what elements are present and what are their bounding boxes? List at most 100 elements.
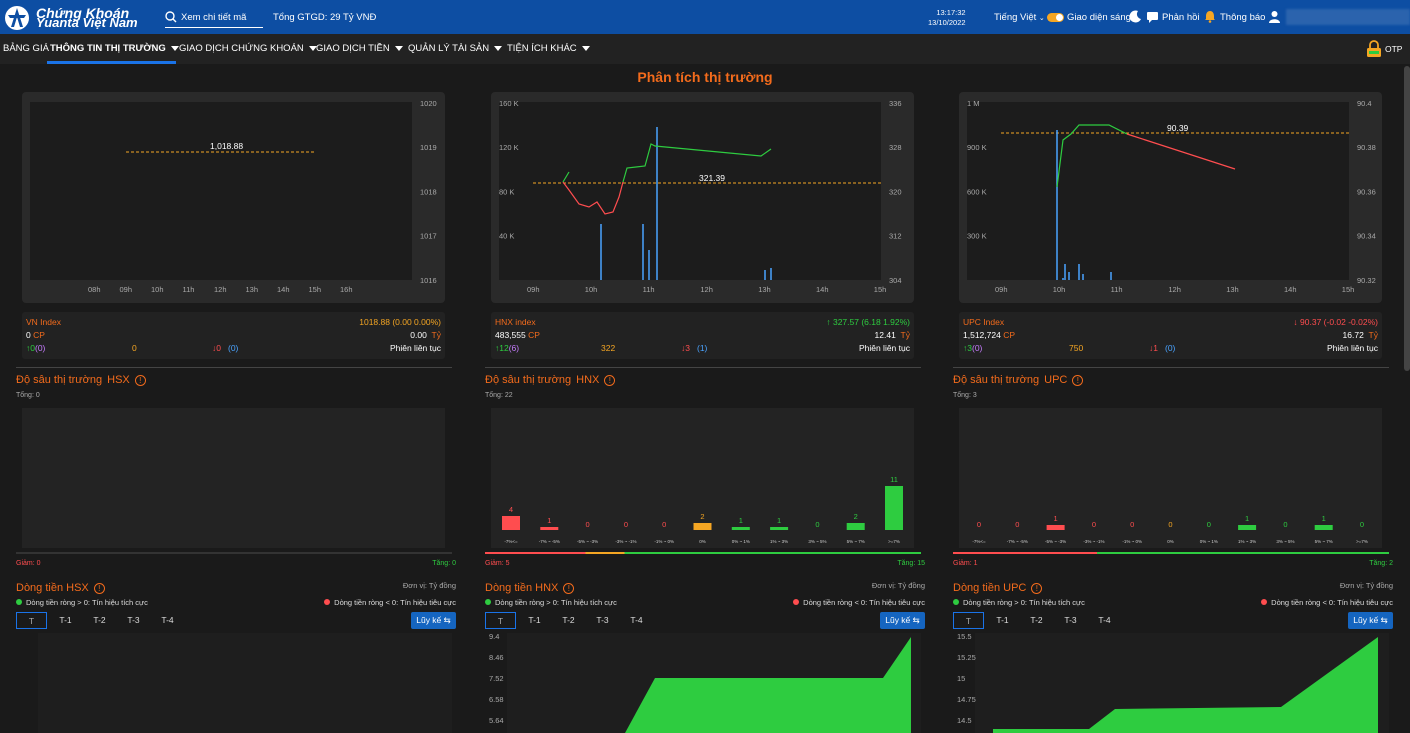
depth-title: Độ sâu thị trường HSX! — [16, 374, 146, 386]
tab-day[interactable]: T-4 — [630, 615, 643, 625]
search-placeholder: Xem chi tiết mã — [181, 11, 247, 23]
caret-down-icon — [308, 45, 317, 51]
theme-toggle[interactable] — [1047, 13, 1064, 22]
notification-button[interactable]: Thông báo — [1220, 12, 1266, 23]
x-axis-tick: 15h — [309, 285, 322, 294]
tab-day[interactable]: T-4 — [1098, 615, 1111, 625]
nav-quan-ly-tai-san[interactable]: QUẢN LÝ TÀI SẢN — [408, 34, 503, 64]
depth-chart: 4 -7%<= 1 -7% ~ -5% 0 -5% ~ -3% 0 -3% ~ -1% 0 -1%… — [491, 408, 914, 548]
volume: 0 — [26, 330, 31, 340]
tab-day[interactable]: T — [485, 612, 516, 629]
account-info[interactable] — [1286, 9, 1410, 25]
legend-negative: Dòng tiền ròng < 0: Tín hiệu tiêu cực — [793, 598, 925, 607]
tab-day[interactable]: T-2 — [562, 615, 575, 625]
depth-bar — [1314, 525, 1333, 530]
cumulative-button[interactable]: Lũy kế ⇆ — [1348, 612, 1393, 629]
tab-day[interactable]: T-3 — [1064, 615, 1077, 625]
index-summary: HNX index ↑ 327.57 (6.18 1.92%) 483,555 … — [491, 312, 914, 359]
depth-value-label: 1 — [1322, 514, 1326, 523]
depth-title: Độ sâu thị trường UPC! — [953, 374, 1084, 386]
advance-count: ↑3 — [963, 343, 972, 353]
nav-giao-dich-tien[interactable]: GIAO DỊCH TIỀN — [316, 34, 403, 64]
moon-icon[interactable] — [1129, 10, 1142, 23]
tab-day[interactable]: T-1 — [528, 615, 541, 625]
tab-day[interactable]: T — [16, 612, 47, 629]
info-icon[interactable]: ! — [1031, 582, 1043, 594]
volume-unit: CP — [528, 330, 540, 340]
language-select[interactable]: Tiếng Việt ⌄ — [994, 12, 1045, 23]
search-input[interactable]: Xem chi tiết mã — [165, 7, 263, 28]
money-flow-chart: 15.5 15.25 15 14.75 14.5 — [953, 633, 1389, 733]
x-axis-tick: 13h — [758, 285, 771, 294]
info-icon[interactable]: ! — [604, 374, 616, 386]
tab-day[interactable]: T-4 — [161, 615, 174, 625]
depth-value-label: 1 — [739, 516, 743, 525]
decline-count: ↓1 — [1149, 343, 1158, 353]
x-axis-tick: 09h — [120, 285, 133, 294]
y-axis-right-tick: 90.36 — [1357, 187, 1376, 196]
tab-day[interactable]: T-2 — [1030, 615, 1043, 625]
info-icon[interactable]: ! — [134, 374, 146, 386]
depth-category-label: >=7% — [888, 539, 900, 544]
depth-category-label: 3% ~ 5% — [808, 539, 826, 544]
feedback-icon[interactable] — [1146, 11, 1159, 23]
cumulative-button[interactable]: Lũy kế ⇆ — [411, 612, 456, 629]
feedback-button[interactable]: Phản hồi — [1162, 12, 1200, 23]
info-icon[interactable]: ! — [93, 582, 105, 594]
exchange-code: HNX — [535, 582, 559, 594]
y-axis-left-tick: 160 K — [499, 99, 519, 108]
depth-category-label: 5% ~ 7% — [847, 539, 865, 544]
tab-day[interactable]: T — [953, 612, 984, 629]
y-axis-left-tick: 600 K — [967, 187, 987, 196]
divider — [16, 367, 452, 368]
index-value: ↓ 90.37 (-0.02 -0.02%) — [1293, 317, 1378, 327]
nav-giao-dich-chung-khoan[interactable]: GIAO DỊCH CHỨNG KHOÁN — [179, 34, 317, 64]
tab-day[interactable]: T-3 — [596, 615, 609, 625]
depth-bar — [502, 516, 520, 530]
clock-time: 13:17:32 — [936, 8, 966, 17]
money-flow-area — [993, 637, 1378, 733]
depth-value-label: 1 — [1245, 514, 1249, 523]
caret-down-icon — [394, 45, 403, 51]
depth-value-label: 11 — [890, 475, 898, 484]
flow-y-tick: 15.5 — [957, 633, 972, 641]
cumulative-button[interactable]: Lũy kế ⇆ — [880, 612, 925, 629]
depth-bar — [770, 527, 789, 530]
depth-category-label: -7% ~ -5% — [1007, 539, 1028, 544]
depth-title-text: Độ sâu thị trường — [16, 374, 103, 386]
clock: 13:17:32 13/10/2022 — [928, 8, 966, 28]
depth-category-label: -7%<= — [972, 539, 986, 544]
advance-count: ↑12 — [495, 343, 509, 353]
y-axis-right-tick: 312 — [889, 232, 902, 241]
y-axis-right-tick: 1020 — [420, 99, 437, 108]
flow-y-tick: 8.46 — [489, 653, 504, 662]
tab-day[interactable]: T-3 — [127, 615, 140, 625]
depth-value-label: 0 — [1168, 520, 1172, 529]
user-icon[interactable] — [1268, 10, 1281, 23]
total-trading-value: Tổng GTGD: 29 Tỷ VNĐ — [273, 12, 377, 23]
advance-total: Tăng: 15 — [897, 560, 925, 567]
logo[interactable]: Chứng Khoán Yuanta Việt Nam — [4, 5, 164, 31]
otp-button[interactable]: OTP — [1366, 40, 1402, 58]
info-icon[interactable]: ! — [1072, 374, 1084, 386]
flow-y-tick: 14.5 — [957, 716, 972, 725]
bell-icon[interactable] — [1204, 10, 1216, 23]
money-flow-svg — [38, 633, 452, 733]
depth-category-label: >=7% — [1356, 539, 1368, 544]
nav-thong-tin-thi-truong[interactable]: THÔNG TIN THỊ TRƯỜNG — [47, 34, 179, 64]
x-axis-tick: 16h — [340, 285, 353, 294]
chevron-down-icon: ⌄ — [1038, 15, 1045, 22]
nav-tien-ich-khac[interactable]: TIỆN ÍCH KHÁC — [507, 34, 590, 64]
nav-bang-gia[interactable]: BẢNG GIÁ — [3, 34, 49, 64]
tab-day[interactable]: T-2 — [93, 615, 106, 625]
decline-count: ↓3 — [681, 343, 690, 353]
depth-value-label: 1 — [777, 516, 781, 525]
money-flow-chart: 9.4 8.46 7.52 6.58 5.64 — [485, 633, 921, 733]
depth-ratio-bar — [953, 552, 1389, 554]
tab-day[interactable]: T-1 — [996, 615, 1009, 625]
index-line-up — [1056, 124, 1128, 188]
scrollbar[interactable] — [1404, 66, 1410, 371]
info-icon[interactable]: ! — [563, 582, 575, 594]
tab-day[interactable]: T-1 — [59, 615, 72, 625]
nav-label: QUẢN LÝ TÀI SẢN — [408, 43, 490, 54]
